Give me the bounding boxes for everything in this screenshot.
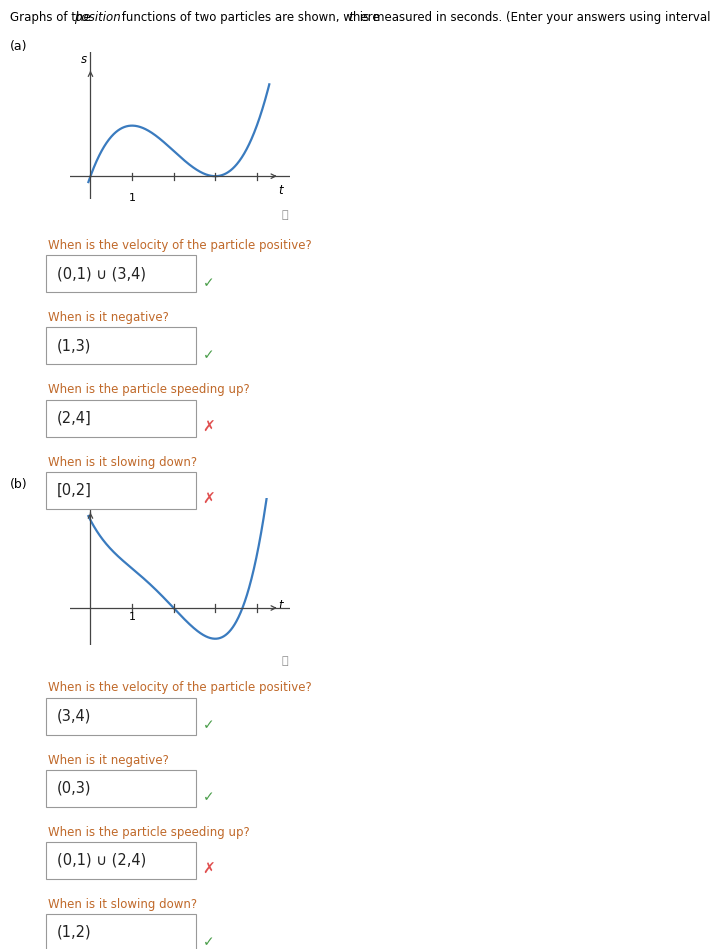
- Text: (1,3): (1,3): [57, 339, 91, 353]
- Text: $s$: $s$: [80, 496, 88, 510]
- Text: (2,4]: (2,4]: [57, 411, 92, 425]
- Text: 1: 1: [129, 193, 136, 203]
- Text: Graphs of the: Graphs of the: [10, 11, 95, 25]
- Text: ✓: ✓: [203, 791, 214, 805]
- Text: (0,3): (0,3): [57, 781, 92, 795]
- Text: (a): (a): [10, 40, 28, 53]
- Text: ⓘ: ⓘ: [281, 657, 288, 666]
- Text: (3,4): (3,4): [57, 709, 91, 723]
- Text: When is it negative?: When is it negative?: [48, 754, 169, 767]
- Text: ✗: ✗: [203, 863, 215, 877]
- Text: ✓: ✓: [203, 348, 214, 363]
- Text: position: position: [74, 11, 120, 25]
- Text: When is it slowing down?: When is it slowing down?: [48, 456, 198, 469]
- Text: $t$: $t$: [277, 600, 284, 612]
- Text: ⓘ: ⓘ: [281, 211, 288, 220]
- Text: (b): (b): [10, 478, 28, 492]
- Text: When is the particle speeding up?: When is the particle speeding up?: [48, 383, 250, 397]
- Text: (0,1) ∪ (2,4): (0,1) ∪ (2,4): [57, 853, 146, 867]
- Text: functions of two particles are shown, where: functions of two particles are shown, wh…: [117, 11, 383, 25]
- Text: When is it negative?: When is it negative?: [48, 311, 169, 325]
- Text: t: t: [348, 11, 353, 25]
- Text: ✓: ✓: [203, 935, 214, 949]
- Text: (1,2): (1,2): [57, 925, 92, 940]
- Text: When is the velocity of the particle positive?: When is the velocity of the particle pos…: [48, 239, 312, 252]
- Text: $s$: $s$: [80, 53, 88, 66]
- Text: ✗: ✗: [203, 493, 215, 507]
- Text: ✗: ✗: [203, 420, 215, 435]
- Text: When is the particle speeding up?: When is the particle speeding up?: [48, 826, 250, 839]
- Text: (0,1) ∪ (3,4): (0,1) ∪ (3,4): [57, 267, 146, 281]
- Text: 1: 1: [129, 612, 136, 623]
- Text: When is it slowing down?: When is it slowing down?: [48, 898, 198, 911]
- Text: [0,2]: [0,2]: [57, 483, 92, 497]
- Text: When is the velocity of the particle positive?: When is the velocity of the particle pos…: [48, 681, 312, 695]
- Text: ✓: ✓: [203, 276, 214, 290]
- Text: $t$: $t$: [277, 183, 284, 196]
- Text: ✓: ✓: [203, 718, 214, 733]
- Text: is measured in seconds. (Enter your answers using interval notat: is measured in seconds. (Enter your answ…: [356, 11, 711, 25]
